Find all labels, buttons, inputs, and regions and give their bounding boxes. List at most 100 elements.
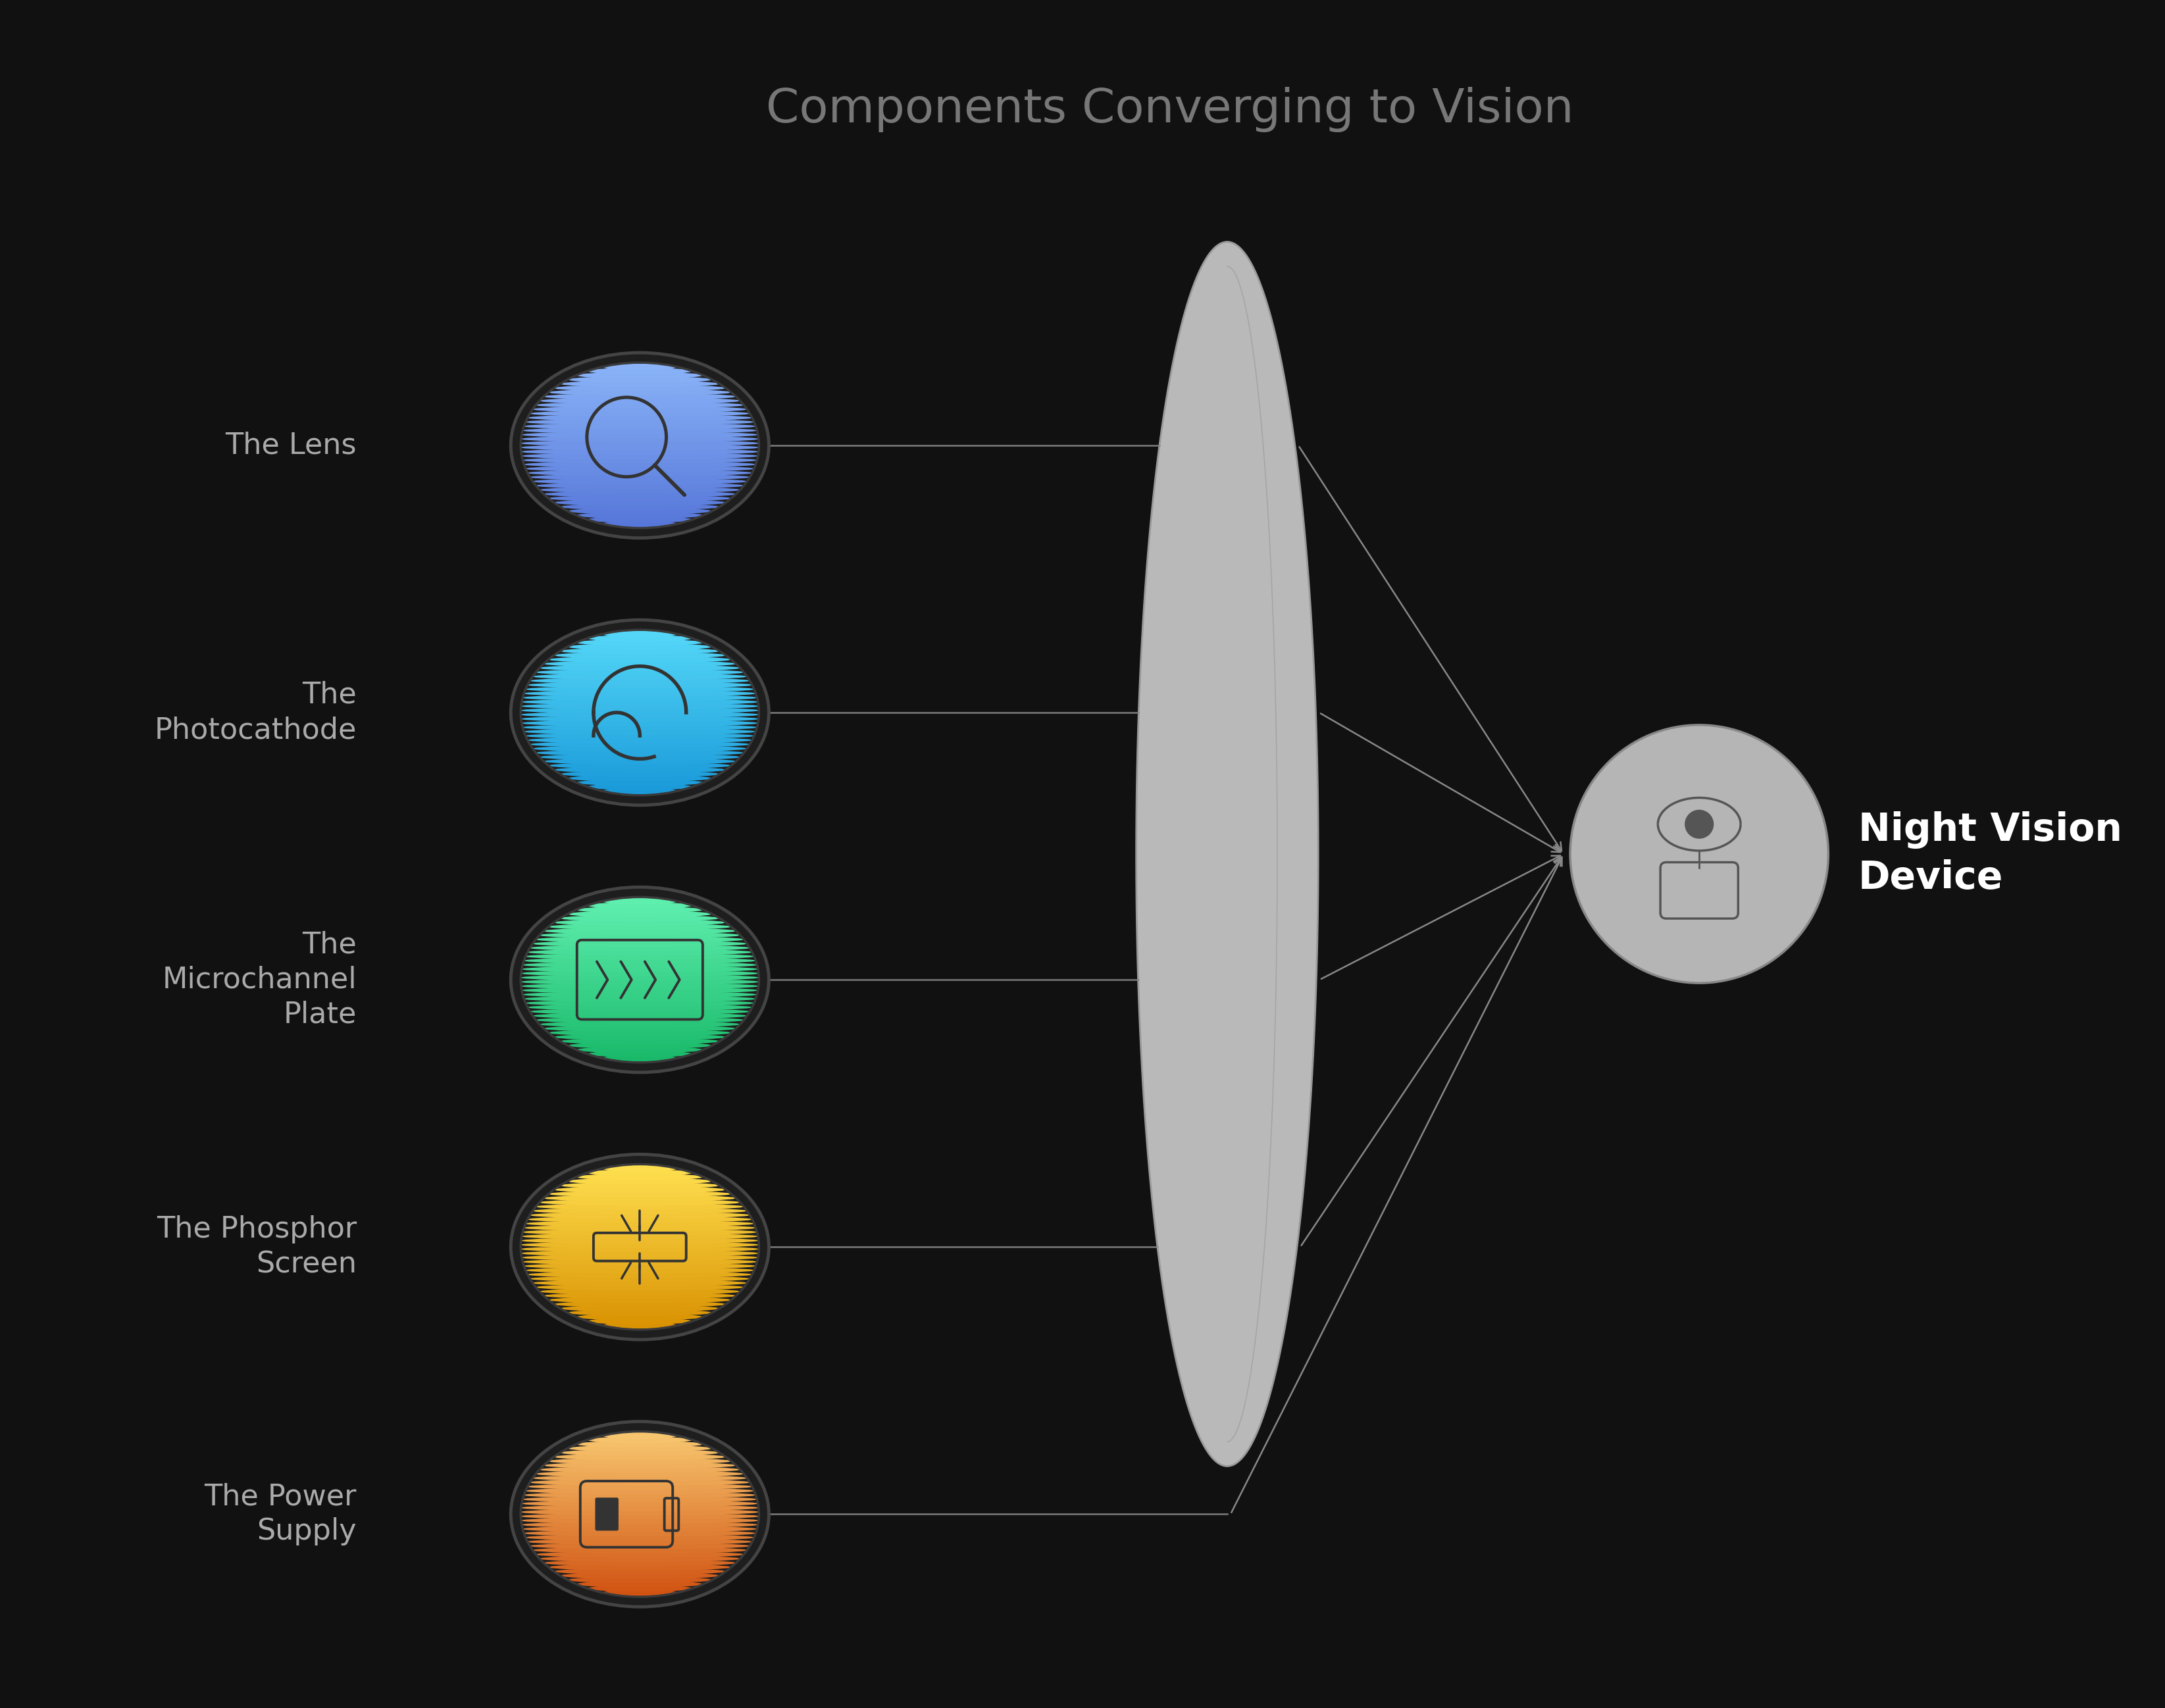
Ellipse shape: [522, 1522, 758, 1529]
Ellipse shape: [522, 965, 758, 972]
Ellipse shape: [587, 1170, 693, 1177]
Ellipse shape: [567, 1042, 712, 1049]
Ellipse shape: [548, 762, 732, 769]
Ellipse shape: [539, 398, 740, 405]
Ellipse shape: [524, 424, 756, 429]
Ellipse shape: [561, 647, 719, 654]
Ellipse shape: [548, 1296, 732, 1303]
Ellipse shape: [522, 1517, 758, 1524]
Ellipse shape: [528, 470, 751, 477]
Ellipse shape: [561, 381, 719, 388]
FancyBboxPatch shape: [595, 1498, 619, 1530]
Ellipse shape: [522, 699, 758, 705]
Ellipse shape: [539, 1021, 740, 1028]
Text: Night Vision
Device: Night Vision Device: [1858, 811, 2122, 897]
Ellipse shape: [602, 1165, 678, 1172]
Ellipse shape: [528, 1539, 751, 1546]
Ellipse shape: [522, 436, 758, 442]
Ellipse shape: [567, 1445, 712, 1452]
Ellipse shape: [530, 1276, 749, 1283]
Ellipse shape: [587, 1319, 693, 1324]
Ellipse shape: [524, 690, 756, 697]
Ellipse shape: [511, 1421, 769, 1607]
Ellipse shape: [526, 733, 753, 740]
Ellipse shape: [522, 1254, 758, 1261]
Ellipse shape: [548, 1030, 732, 1037]
Ellipse shape: [576, 1313, 704, 1320]
Ellipse shape: [543, 393, 736, 400]
Ellipse shape: [522, 1525, 758, 1532]
Ellipse shape: [520, 974, 758, 980]
Ellipse shape: [522, 1233, 758, 1240]
Ellipse shape: [561, 1450, 719, 1455]
Ellipse shape: [520, 444, 758, 451]
Ellipse shape: [528, 1483, 751, 1489]
Ellipse shape: [554, 1568, 725, 1575]
Ellipse shape: [539, 1465, 740, 1472]
Ellipse shape: [530, 410, 749, 417]
Ellipse shape: [567, 1310, 712, 1315]
Ellipse shape: [528, 1216, 751, 1223]
Ellipse shape: [528, 950, 751, 955]
Ellipse shape: [567, 507, 712, 514]
Ellipse shape: [548, 1190, 732, 1197]
Ellipse shape: [543, 1462, 736, 1469]
Ellipse shape: [520, 441, 758, 446]
Ellipse shape: [567, 376, 712, 383]
Ellipse shape: [520, 711, 758, 717]
Ellipse shape: [587, 1585, 693, 1592]
Ellipse shape: [533, 673, 747, 680]
Ellipse shape: [535, 750, 743, 757]
Ellipse shape: [602, 1322, 678, 1329]
Circle shape: [1570, 724, 1827, 984]
Polygon shape: [1137, 243, 1318, 1465]
Ellipse shape: [533, 745, 747, 752]
Ellipse shape: [554, 652, 725, 659]
Ellipse shape: [576, 1047, 704, 1054]
Ellipse shape: [554, 919, 725, 926]
Ellipse shape: [522, 1250, 758, 1257]
Ellipse shape: [522, 962, 758, 968]
Ellipse shape: [520, 1242, 758, 1249]
Ellipse shape: [539, 753, 740, 760]
Ellipse shape: [530, 1211, 749, 1218]
Ellipse shape: [561, 770, 719, 777]
Ellipse shape: [522, 453, 758, 459]
Ellipse shape: [524, 461, 756, 468]
Ellipse shape: [548, 1565, 732, 1570]
Ellipse shape: [539, 933, 740, 938]
Ellipse shape: [543, 927, 736, 934]
Ellipse shape: [554, 499, 725, 506]
Ellipse shape: [554, 1033, 725, 1040]
Ellipse shape: [528, 736, 751, 743]
Ellipse shape: [543, 1559, 736, 1566]
Ellipse shape: [576, 1173, 704, 1180]
Ellipse shape: [522, 1259, 758, 1266]
Ellipse shape: [602, 898, 678, 905]
Ellipse shape: [528, 681, 751, 688]
Ellipse shape: [561, 1038, 719, 1045]
Ellipse shape: [587, 902, 693, 909]
Ellipse shape: [524, 958, 756, 963]
Ellipse shape: [539, 1199, 740, 1206]
Ellipse shape: [511, 886, 769, 1073]
Ellipse shape: [561, 1573, 719, 1578]
Ellipse shape: [526, 1220, 753, 1226]
Ellipse shape: [602, 630, 678, 637]
Ellipse shape: [524, 728, 756, 734]
Text: The Lens: The Lens: [225, 430, 357, 459]
Ellipse shape: [522, 432, 758, 437]
Ellipse shape: [561, 915, 719, 922]
Ellipse shape: [526, 1488, 753, 1495]
Ellipse shape: [587, 367, 693, 374]
Ellipse shape: [548, 924, 732, 931]
Ellipse shape: [522, 716, 758, 722]
Ellipse shape: [524, 996, 756, 1003]
Ellipse shape: [535, 1471, 743, 1477]
Ellipse shape: [522, 987, 758, 994]
Ellipse shape: [535, 670, 743, 676]
Ellipse shape: [522, 1500, 758, 1506]
Ellipse shape: [554, 1301, 725, 1308]
Ellipse shape: [530, 1479, 749, 1486]
Ellipse shape: [567, 910, 712, 917]
